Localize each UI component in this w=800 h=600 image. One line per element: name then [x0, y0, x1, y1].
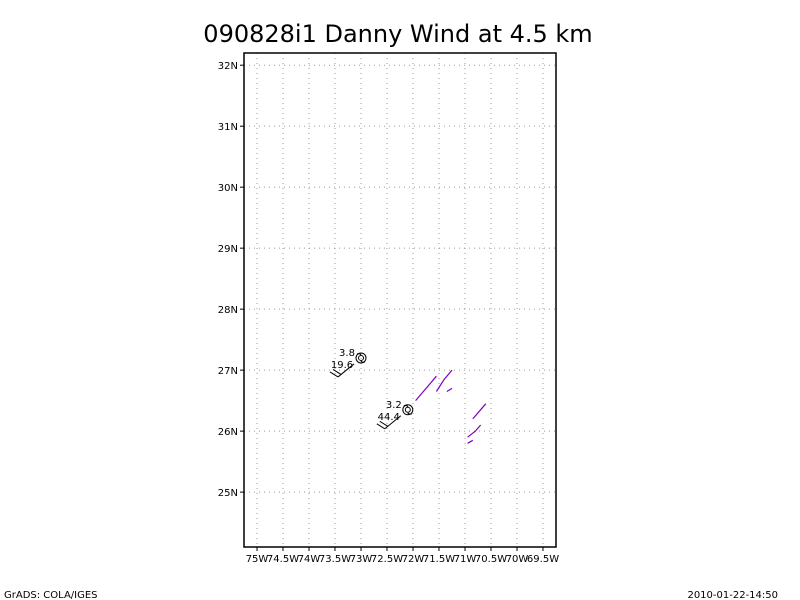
hurricane-symbol-icon — [402, 404, 414, 416]
lon-tick-label: 70.5W — [475, 554, 507, 565]
wind-track — [467, 424, 482, 438]
lat-tick-label: 26N — [218, 427, 238, 438]
lat-tick-label: 30N — [218, 183, 238, 194]
axis-ticks: 25N 26N 27N 28N 29N 30N 31N 32N 75W74.5W74W73.5W… — [218, 61, 559, 565]
storm-label-bottom: 44.4 — [378, 412, 400, 423]
lon-tick-label: 71.5W — [423, 554, 455, 565]
wind-track — [435, 369, 453, 392]
lon-tick-label: 70W — [506, 554, 529, 565]
lon-tick-label: 75W — [246, 554, 269, 565]
wind-barb-icon — [376, 415, 402, 430]
lat-tick-label: 28N — [218, 305, 238, 316]
wind-track — [415, 375, 437, 401]
storm-label-bottom: 19.6 — [331, 360, 353, 371]
lat-tick-label: 31N — [218, 122, 238, 133]
wind-tracks — [415, 369, 487, 444]
lat-tick-label: 25N — [218, 488, 238, 499]
lat-tick-label: 29N — [218, 244, 238, 255]
storm-label-top: 3.2 — [386, 400, 402, 411]
lon-tick-label: 73W — [350, 554, 373, 565]
footer-credit: GrADS: COLA/IGES — [4, 590, 98, 600]
lon-tick-label: 69.5W — [527, 554, 559, 565]
lon-tick-label: 72.5W — [371, 554, 403, 565]
wind-track — [446, 387, 453, 393]
map-title: 090828i1 Danny Wind at 4.5 km — [203, 20, 592, 48]
lon-tick-label: 72W — [402, 554, 425, 565]
lon-tick-label: 73.5W — [319, 554, 351, 565]
lon-tick-label: 74.5W — [267, 554, 299, 565]
map-frame — [243, 52, 557, 548]
lat-tick-label: 32N — [218, 61, 238, 72]
storm-label-top: 3.8 — [339, 348, 355, 359]
wind-track — [472, 403, 487, 420]
lon-tick-label: 74W — [298, 554, 321, 565]
footer-timestamp: 2010-01-22-14:50 — [687, 590, 778, 600]
wind-barb-icon — [329, 363, 355, 378]
storm-centers: 3.819.6 3.244.4 — [329, 348, 414, 430]
lat-tick-label: 27N — [218, 366, 238, 377]
lon-tick-label: 71W — [454, 554, 477, 565]
hurricane-symbol-icon — [355, 352, 367, 364]
grid-lines — [244, 53, 556, 547]
wind-track — [467, 439, 474, 444]
